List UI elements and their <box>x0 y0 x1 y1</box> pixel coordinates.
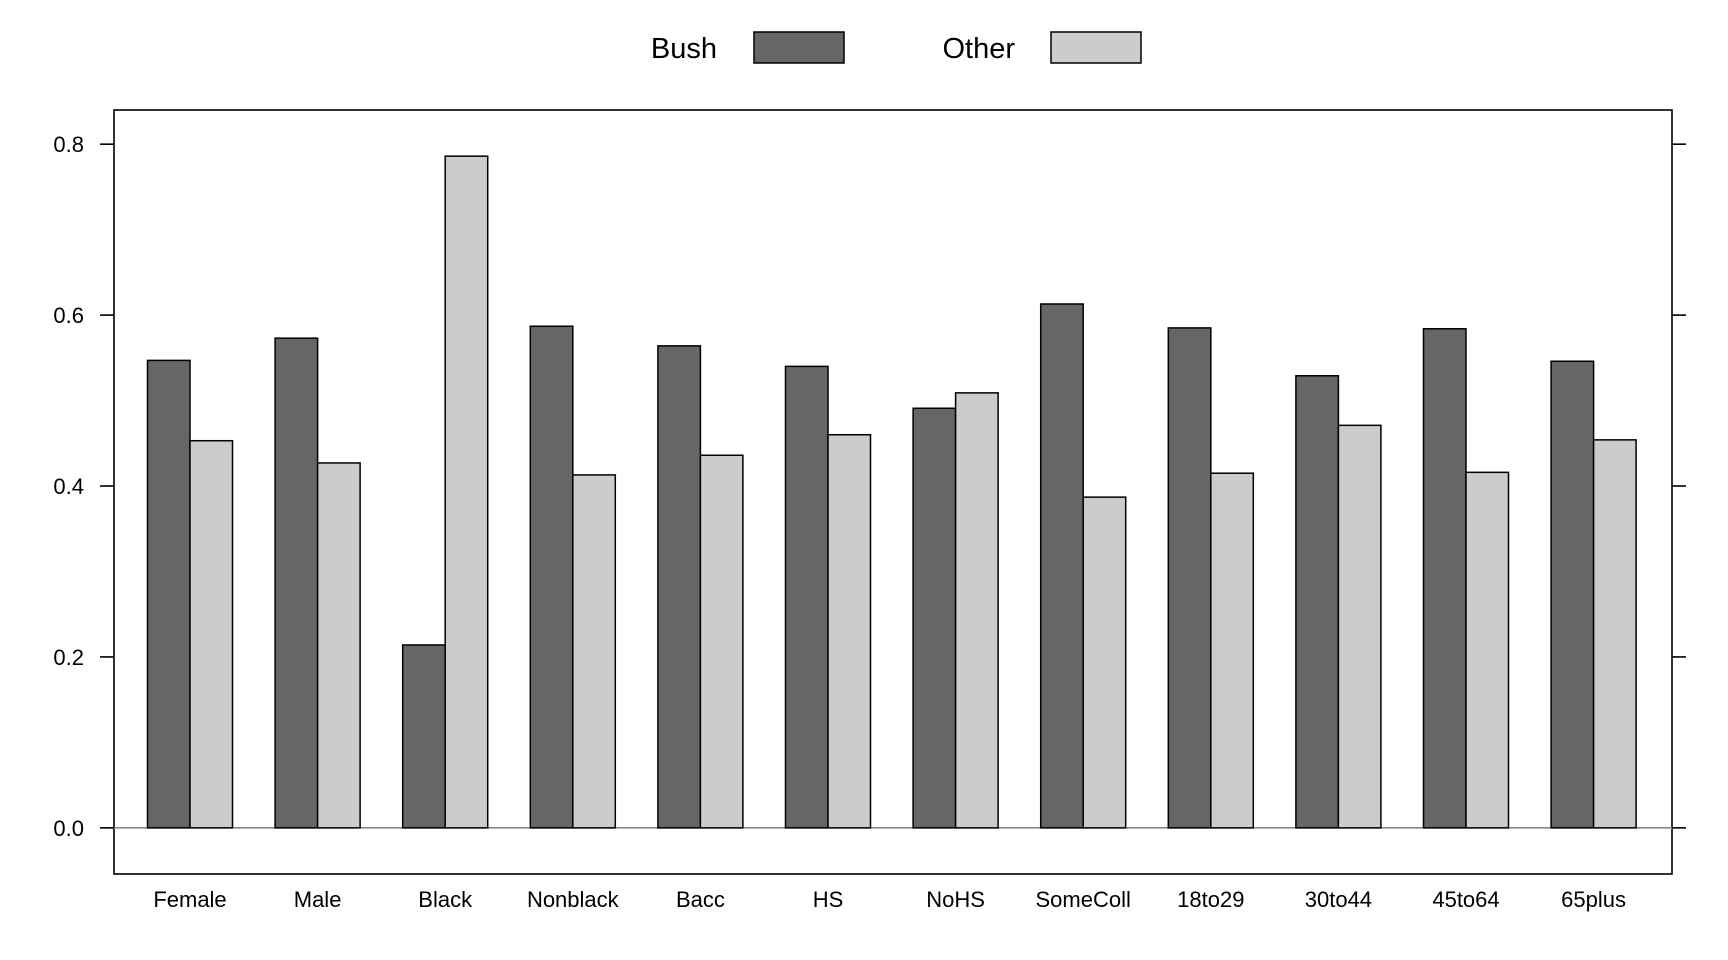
y-tick-label: 0.4 <box>53 474 84 499</box>
bar-other-45to64 <box>1465 471 1510 829</box>
bars-group <box>146 155 1637 829</box>
x-tick-label-30to44: 30to44 <box>1305 887 1372 912</box>
bar-bush-45to64 <box>1422 328 1467 829</box>
y-tick-label: 0.0 <box>53 816 84 841</box>
bar-bush-somecoll <box>1039 303 1084 829</box>
y-tick-label: 0.6 <box>53 303 84 328</box>
x-tick-label-male: Male <box>294 887 342 912</box>
bar-other-65plus <box>1592 439 1637 829</box>
x-tick-label-18to29: 18to29 <box>1177 887 1244 912</box>
y-axis: 0.0 0.2 0.4 0.6 0.8 <box>53 132 1686 841</box>
bar-bush-18to29 <box>1167 327 1212 829</box>
x-tick-label-bacc: Bacc <box>676 887 725 912</box>
bar-bush-male <box>274 337 319 829</box>
bar-bush-hs <box>784 365 829 829</box>
bar-other-nohs <box>954 392 999 829</box>
x-tick-label-hs: HS <box>813 887 844 912</box>
x-tick-label-female: Female <box>153 887 226 912</box>
x-tick-label-65plus: 65plus <box>1561 887 1626 912</box>
legend-label-bush: Bush <box>651 33 717 65</box>
bar-bush-black <box>401 644 446 829</box>
x-tick-label-nohs: NoHS <box>926 887 985 912</box>
bar-other-18to29 <box>1210 472 1255 829</box>
bar-other-somecoll <box>1082 496 1127 829</box>
bar-other-black <box>444 155 489 829</box>
plot-frame <box>113 109 1673 875</box>
legend-label-other: Other <box>942 33 1015 65</box>
bar-other-nonblack <box>572 474 617 829</box>
legend: Bush Other <box>651 31 1142 65</box>
x-axis: Female Male Black Nonblack Bacc HS NoHS SomeCol… <box>153 887 1626 912</box>
x-tick-label-nonblack: Nonblack <box>527 887 620 912</box>
y-tick-label: 0.8 <box>53 132 84 157</box>
bar-bush-nonblack <box>529 325 574 829</box>
bar-bush-65plus <box>1550 360 1595 829</box>
bar-other-hs <box>827 433 872 829</box>
legend-swatch-bush <box>753 31 845 64</box>
bar-other-30to44 <box>1337 424 1382 829</box>
bar-bush-bacc <box>657 345 702 829</box>
x-tick-label-45to64: 45to64 <box>1432 887 1499 912</box>
bar-other-female <box>189 439 234 829</box>
bar-other-male <box>316 462 361 829</box>
legend-swatch-other <box>1050 31 1142 64</box>
bar-bush-nohs <box>912 407 957 829</box>
x-tick-label-black: Black <box>418 887 473 912</box>
x-tick-label-somecoll: SomeColl <box>1036 887 1131 912</box>
bar-other-bacc <box>699 454 744 829</box>
bar-bush-30to44 <box>1295 375 1340 829</box>
y-tick-label: 0.2 <box>53 645 84 670</box>
bar-bush-female <box>146 359 191 829</box>
